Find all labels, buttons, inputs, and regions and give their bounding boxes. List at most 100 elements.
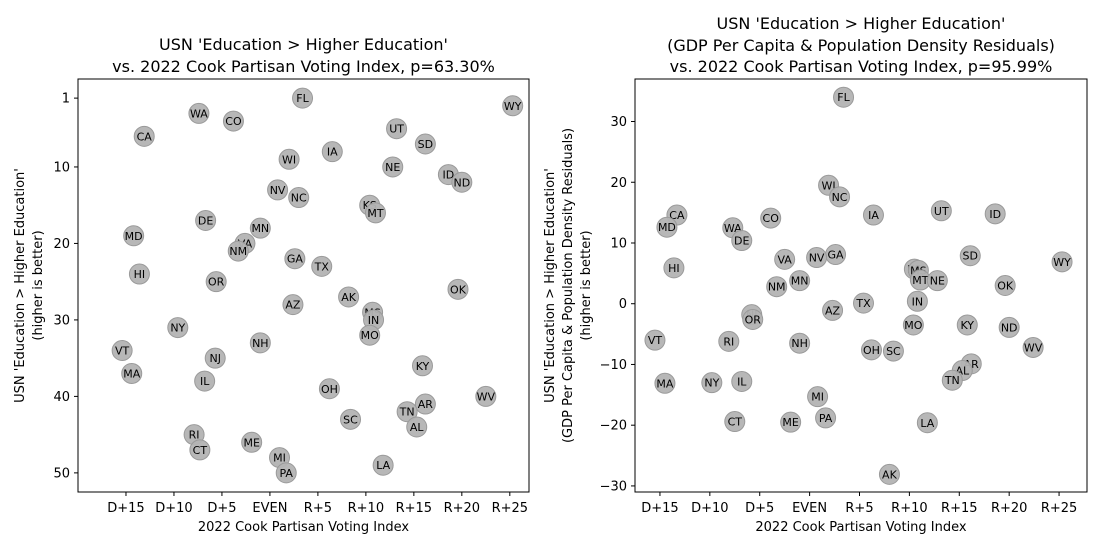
y-tick-label: −20: [600, 419, 627, 434]
scatter-point: [396, 401, 418, 423]
point-label: ME: [243, 436, 259, 449]
point-label: OK: [450, 283, 467, 296]
point-label: MT: [367, 207, 383, 220]
scatter-point: [382, 156, 404, 178]
scatter-point: [447, 278, 469, 300]
point-label: CO: [225, 115, 242, 128]
scatter-point: [372, 454, 394, 476]
x-axis-label: 2022 Cook Partisan Voting Index: [198, 520, 410, 535]
scatter-point: [862, 204, 884, 226]
scatter-point: [930, 200, 952, 222]
point-label: CO: [763, 212, 780, 225]
x-tick-label: D+15: [641, 501, 678, 516]
scatter-point: [292, 87, 314, 109]
point-label: NC: [291, 192, 307, 205]
scatter-point: [222, 110, 244, 132]
y-tick-label: 0: [619, 297, 627, 312]
point-label: TX: [855, 297, 871, 310]
chart-right: USN 'Education > Higher Education' (GDP P…: [543, 14, 1088, 535]
point-label: LA: [376, 459, 390, 472]
scatter-point: [414, 393, 436, 415]
scatter-point: [806, 247, 828, 269]
point-label: NJ: [209, 352, 220, 365]
point-label: IL: [737, 375, 747, 388]
point-label: SC: [886, 345, 901, 358]
scatter-point: [701, 372, 723, 394]
scatter-point: [411, 355, 433, 377]
y-tick-label: −30: [600, 479, 627, 494]
chart-title-line: USN 'Education > Higher Education': [717, 14, 1006, 33]
point-label: WI: [282, 153, 296, 166]
x-tick-label: R+5: [845, 501, 873, 516]
scatter-point: [654, 372, 676, 394]
scatter-point: [195, 209, 217, 231]
point-label: NV: [270, 184, 286, 197]
point-label: NV: [809, 252, 825, 265]
point-label: RI: [189, 429, 200, 442]
y-axis-label-line: (GDP Per Capita & Population Density Res…: [561, 128, 576, 443]
scatter-point: [321, 141, 343, 163]
y-axis-label-line: USN 'Education > Higher Education': [13, 168, 28, 403]
point-label: FL: [837, 91, 850, 104]
point-label: WY: [504, 100, 522, 113]
y-tick-label: 40: [53, 390, 70, 405]
scatter-point: [774, 248, 796, 270]
point-label: OR: [208, 276, 225, 289]
point-label: PA: [279, 467, 293, 480]
scatter-point: [194, 370, 216, 392]
scatter-point: [275, 462, 297, 484]
point-label: OR: [745, 314, 762, 327]
point-label: IN: [912, 295, 923, 308]
point-label: UT: [934, 205, 949, 218]
point-label: ID: [989, 208, 1001, 221]
scatter-point: [742, 309, 764, 331]
scatter-point: [959, 245, 981, 267]
point-label: DE: [734, 235, 749, 248]
point-label: MO: [904, 319, 922, 332]
scatter-point: [451, 171, 473, 193]
x-tick-label: D+5: [745, 501, 774, 516]
point-label: NM: [768, 281, 786, 294]
point-label: MT: [912, 274, 928, 287]
scatter-point: [338, 286, 360, 308]
scatter-point: [724, 411, 746, 433]
scatter-point: [852, 292, 874, 314]
scatter-point: [128, 263, 150, 285]
plot-frame: [634, 78, 1088, 493]
chart-title-line: vs. 2022 Cook Partisan Voting Index, p=9…: [670, 57, 1053, 76]
point-label: MA: [123, 367, 140, 380]
scatter-point: [860, 339, 882, 361]
point-label: MN: [791, 275, 809, 288]
scatter-point: [829, 186, 851, 208]
x-tick-label: R+10: [348, 501, 384, 516]
scatter-point: [249, 217, 271, 239]
point-label: ND: [1001, 321, 1018, 334]
point-label: CT: [728, 416, 743, 429]
point-label: AL: [410, 421, 425, 434]
point-label: TX: [314, 260, 330, 273]
point-label: GA: [287, 253, 304, 266]
scatter-point: [111, 340, 133, 362]
point-label: VA: [777, 253, 792, 266]
point-label: IA: [868, 209, 879, 222]
point-label: NM: [229, 245, 247, 258]
y-tick-label: 50: [53, 466, 70, 481]
point-label: AZ: [825, 304, 841, 317]
point-label: MD: [125, 230, 143, 243]
scatter-point: [984, 203, 1006, 225]
y-tick-label: 1: [62, 92, 70, 107]
point-label: NY: [170, 322, 185, 335]
scatter-point: [123, 225, 145, 247]
scatter-point: [822, 299, 844, 321]
y-tick-label: 10: [53, 160, 70, 175]
y-tick-label: 20: [53, 237, 70, 252]
point-label: OK: [997, 280, 1014, 293]
point-label: PA: [819, 412, 833, 425]
point-label: WV: [477, 390, 496, 403]
x-tick-label: D+10: [155, 501, 192, 516]
point-label: HI: [668, 262, 680, 275]
x-tick-label: R+20: [991, 501, 1027, 516]
plot-frame: [77, 78, 530, 493]
point-label: AZ: [285, 299, 301, 312]
scatter-point: [789, 332, 811, 354]
